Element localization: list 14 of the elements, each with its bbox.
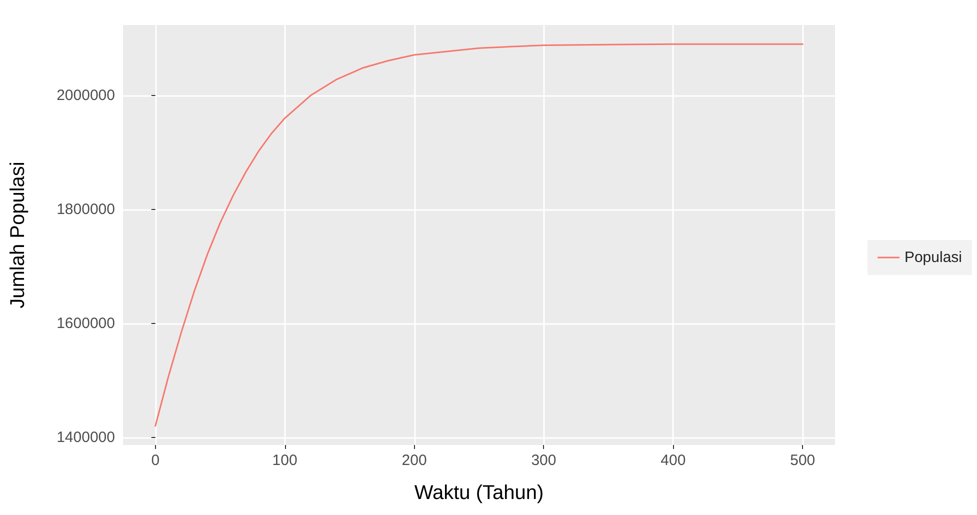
x-tick-label: 400 xyxy=(660,452,686,469)
legend-label: Populasi xyxy=(904,249,962,266)
x-tick-label: 500 xyxy=(790,452,816,469)
y-axis-title: Jumlah Populasi xyxy=(7,162,29,308)
line-series xyxy=(154,43,804,427)
x-axis-title: Waktu (Tahun) xyxy=(414,482,544,504)
y-tick-label: 1400000 xyxy=(56,428,115,446)
y-tick-label: 1800000 xyxy=(56,200,115,218)
x-tick-label: 200 xyxy=(402,452,427,469)
y-tick-label: 2000000 xyxy=(56,86,115,104)
y-tick-label: 1600000 xyxy=(56,314,115,332)
x-tick-label: 300 xyxy=(531,452,556,469)
x-tick-label: 0 xyxy=(151,452,160,469)
x-tick-label: 100 xyxy=(272,452,298,469)
